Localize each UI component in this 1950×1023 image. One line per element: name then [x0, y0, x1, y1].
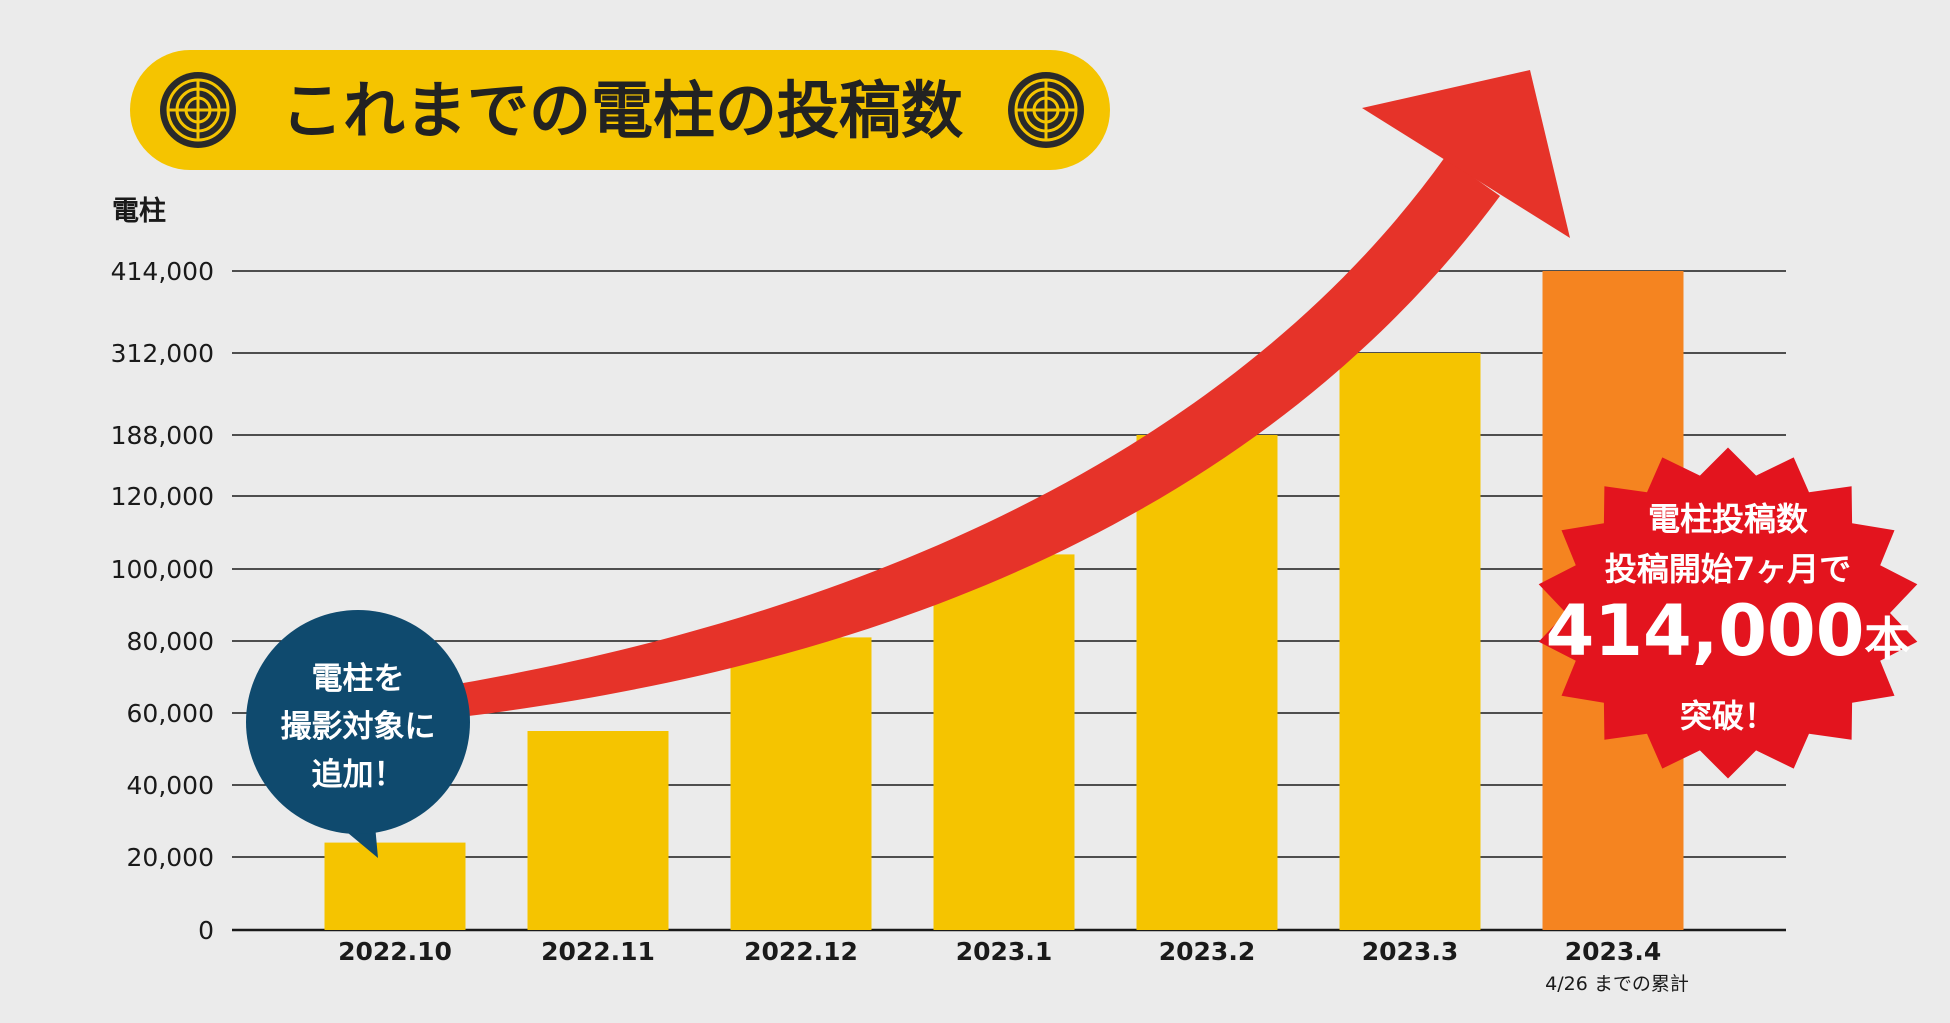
bubble-line-3: 追加！: [312, 757, 405, 793]
burst-big-unit: 本: [1864, 612, 1910, 666]
bar-2023.2: [1136, 435, 1278, 930]
bubble-line-2: 撮影対象に: [281, 709, 436, 745]
bar-2023.3: [1339, 353, 1481, 930]
x-tick-label: 2022.11: [541, 937, 655, 966]
burst-line-2: 投稿開始7ヶ月で: [1605, 550, 1851, 588]
bubble-line-1: 電柱を: [312, 661, 405, 697]
milestone-starburst: 電柱投稿数 投稿開始7ヶ月で 414,000本 突破！: [1538, 447, 1918, 779]
bar-2022.10: [324, 842, 466, 930]
arrow-head: [1362, 70, 1570, 238]
y-tick-labels: 0 20,000 40,000 60,000 80,000 100,000 120,000 1…: [111, 257, 214, 945]
x-tick-label: 2023.1: [956, 937, 1052, 966]
y-tick-label: 20,000: [127, 843, 214, 872]
burst-line-4: 突破！: [1680, 697, 1776, 735]
y-tick-label: 120,000: [111, 482, 214, 511]
y-tick-label: 60,000: [127, 699, 214, 728]
x-tick-label: 2023.4: [1565, 937, 1661, 966]
x-tick-label: 2022.12: [744, 937, 858, 966]
last-category-note: 4/26 までの累計: [1545, 973, 1689, 995]
burst-big-value: 414,000: [1546, 590, 1865, 672]
drain-cover-icon: [160, 72, 236, 148]
burst-big-number: 414,000本: [1546, 590, 1911, 672]
bar-2022.11: [527, 731, 669, 930]
y-tick-label: 414,000: [111, 257, 214, 286]
x-tick-label: 2022.10: [338, 937, 452, 966]
speech-bubble: 電柱を 撮影対象に 追加！: [246, 610, 470, 858]
chart-title: これまでの電柱の投稿数: [281, 74, 963, 147]
title-pill: [130, 50, 1110, 170]
speech-bubble-circle: [246, 610, 470, 834]
y-tick-label: 0: [198, 916, 214, 945]
y-tick-label: 40,000: [127, 771, 214, 800]
growth-arrow: [440, 70, 1570, 718]
y-tick-label: 80,000: [127, 627, 214, 656]
burst-line-1: 電柱投稿数: [1648, 500, 1809, 538]
title-banner: これまでの電柱の投稿数: [130, 50, 1110, 170]
bar-2023.1: [933, 554, 1075, 930]
bars: [324, 271, 1684, 930]
y-tick-label: 312,000: [111, 339, 214, 368]
x-tick-labels: 2022.10 2022.11 2022.12 2023.1 2023.2 2023.3 2…: [338, 937, 1661, 966]
starburst-shape: [1538, 447, 1918, 779]
bar-2022.12: [730, 637, 872, 930]
y-axis-label: 電柱: [112, 196, 166, 227]
y-tick-label: 188,000: [111, 421, 214, 450]
y-tick-label: 100,000: [111, 555, 214, 584]
x-tick-label: 2023.2: [1159, 937, 1255, 966]
x-tick-label: 2023.3: [1362, 937, 1458, 966]
drain-cover-icon: [1008, 72, 1084, 148]
